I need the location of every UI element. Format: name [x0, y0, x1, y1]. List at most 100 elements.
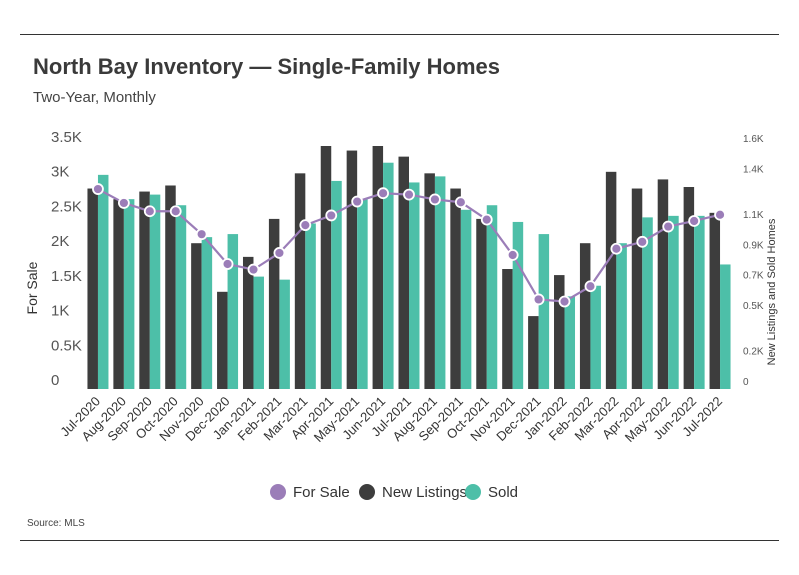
point-for-sale-may-2022 — [662, 220, 675, 233]
bar-new-listings-mar-2022 — [605, 171, 617, 389]
bar-sold-sep-2020 — [149, 194, 161, 389]
point-for-sale-jul-2021 — [403, 188, 415, 201]
bar-sold-jul-2020 — [97, 174, 109, 389]
right-tick-label: 1.1K — [743, 210, 764, 221]
bar-sold-dec-2021 — [538, 234, 550, 389]
right-tick-label: 0.7K — [743, 271, 764, 282]
point-for-sale-may-2021 — [351, 195, 364, 208]
bar-sold-jul-2022 — [720, 264, 731, 389]
legend-swatch-for-sale — [270, 484, 286, 500]
bar-sold-apr-2022 — [642, 217, 653, 389]
point-for-sale-jan-2022 — [558, 295, 571, 308]
left-tick-label: 0 — [51, 372, 59, 389]
left-axis-label: For Sale — [24, 261, 40, 314]
point-for-sale-mar-2021 — [299, 219, 312, 232]
bar-new-listings-sep-2021 — [450, 188, 461, 389]
bar-sold-apr-2021 — [331, 180, 342, 389]
bar-sold-mar-2021 — [305, 223, 316, 389]
left-tick-label: 2K — [51, 233, 69, 250]
x-axis-ticks: Jul-2020Aug-2020Sep-2020Oct-2020Nov-2020… — [57, 394, 725, 445]
bar-sold-jul-2021 — [409, 182, 420, 389]
bar-sold-nov-2021 — [512, 221, 524, 389]
point-for-sale-dec-2020 — [221, 258, 234, 270]
left-tick-label: 3K — [51, 164, 69, 181]
right-axis-ticks: 0 0.2K 0.5K 0.7K 0.9K 1.1K 1.4K 1.6K — [743, 134, 764, 388]
right-tick-label: 0.5K — [743, 301, 764, 312]
top-rule — [20, 34, 779, 35]
bar-sold-aug-2020 — [123, 199, 135, 389]
right-tick-label: 0.2K — [743, 347, 764, 358]
bar-new-listings-nov-2021 — [502, 269, 513, 389]
source-note: Source: MLS — [27, 518, 85, 529]
bar-new-listings-feb-2021 — [268, 218, 280, 389]
bar-sold-aug-2021 — [434, 176, 446, 390]
left-tick-label: 0.5K — [51, 337, 82, 354]
point-for-sale-jul-2022 — [714, 208, 726, 221]
right-tick-label: 0 — [743, 377, 749, 388]
bar-new-listings-apr-2022 — [631, 188, 643, 389]
point-for-sale-sep-2021 — [454, 196, 467, 209]
bar-sold-may-2021 — [357, 199, 368, 389]
bar-new-listings-may-2022 — [657, 179, 669, 389]
bar-new-listings-dec-2020 — [217, 291, 228, 389]
point-for-sale-nov-2020 — [195, 228, 208, 241]
bar-new-listings-jan-2021 — [242, 256, 254, 389]
point-for-sale-jan-2021 — [247, 263, 260, 276]
bar-new-listings-may-2021 — [346, 150, 358, 389]
point-for-sale-feb-2022 — [584, 280, 597, 293]
point-for-sale-jul-2020 — [92, 183, 104, 195]
bar-new-listings-feb-2022 — [579, 243, 591, 389]
bar-sold-oct-2020 — [175, 205, 187, 389]
bar-sold-may-2022 — [668, 215, 679, 389]
right-tick-label: 1.6K — [743, 134, 764, 145]
bar-new-listings-aug-2021 — [424, 173, 435, 389]
left-axis-ticks: 0 0.5K 1K 1.5K 2K 2.5K 3K 3.5K — [51, 129, 82, 389]
bar-sold-mar-2022 — [616, 243, 627, 389]
point-for-sale-dec-2021 — [532, 293, 545, 306]
point-for-sale-nov-2021 — [506, 249, 519, 261]
bar-new-listings-dec-2021 — [528, 316, 539, 389]
legend-swatch-new-listings — [359, 484, 375, 500]
bar-group — [87, 146, 731, 390]
bar-sold-jun-2021 — [383, 162, 394, 389]
legend-label-for-sale: For Sale — [293, 484, 350, 501]
point-for-sale-jun-2021 — [377, 187, 389, 200]
bar-new-listings-jan-2022 — [554, 275, 565, 389]
right-tick-label: 1.4K — [743, 164, 764, 175]
bar-new-listings-apr-2021 — [320, 146, 332, 389]
bar-sold-feb-2022 — [590, 285, 601, 389]
bar-new-listings-jun-2022 — [683, 187, 695, 389]
right-tick-label: 0.9K — [743, 240, 764, 251]
legend: For Sale New Listings Sold — [270, 484, 518, 501]
point-for-sale-aug-2020 — [117, 197, 130, 209]
bar-sold-jan-2021 — [253, 276, 264, 389]
bar-new-listings-jul-2021 — [398, 156, 409, 389]
point-for-sale-oct-2020 — [169, 205, 182, 218]
point-for-sale-jun-2022 — [688, 215, 701, 227]
bar-new-listings-sep-2020 — [139, 191, 150, 389]
point-for-sale-aug-2021 — [429, 193, 441, 206]
point-for-sale-feb-2021 — [273, 247, 286, 259]
bar-new-listings-jun-2021 — [372, 146, 384, 389]
left-tick-label: 3.5K — [51, 129, 82, 146]
point-for-sale-mar-2022 — [610, 242, 623, 255]
bar-sold-feb-2021 — [279, 279, 290, 389]
bar-sold-dec-2020 — [227, 234, 239, 389]
point-for-sale-apr-2022 — [636, 235, 649, 248]
bar-sold-jan-2022 — [564, 296, 576, 389]
point-for-sale-oct-2021 — [480, 213, 493, 226]
bar-new-listings-nov-2020 — [191, 243, 202, 389]
left-tick-label: 1.5K — [51, 268, 82, 285]
bar-new-listings-jul-2022 — [709, 212, 721, 389]
point-for-sale-sep-2020 — [143, 205, 156, 218]
legend-label-new-listings: New Listings — [382, 484, 467, 501]
bar-new-listings-oct-2020 — [165, 185, 176, 389]
bar-new-listings-aug-2020 — [113, 199, 124, 389]
bar-sold-oct-2021 — [486, 205, 498, 389]
legend-label-sold: Sold — [488, 484, 518, 501]
bar-new-listings-oct-2021 — [476, 218, 487, 389]
bar-sold-sep-2021 — [460, 209, 472, 389]
bar-new-listings-jul-2020 — [87, 188, 98, 389]
left-tick-label: 2.5K — [51, 198, 82, 215]
